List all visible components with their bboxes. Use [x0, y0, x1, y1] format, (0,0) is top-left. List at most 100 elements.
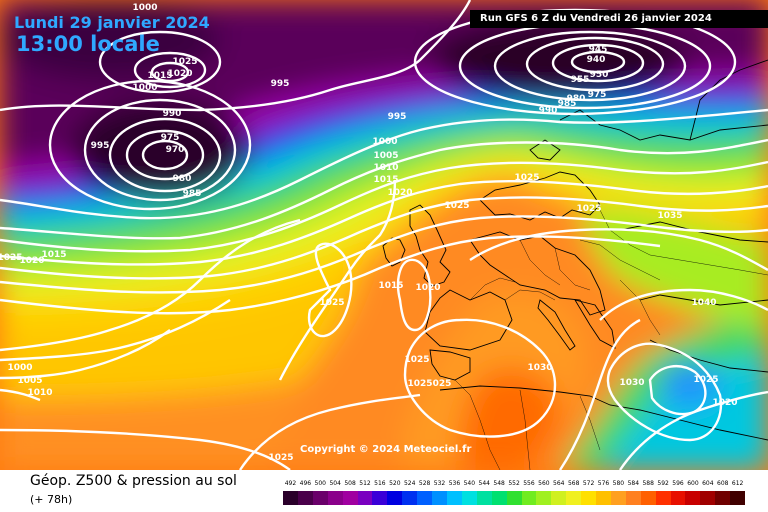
- scale-swatch: [297, 491, 313, 505]
- pressure-label: 950: [590, 70, 609, 80]
- scale-swatch: [715, 491, 731, 505]
- pressure-label: 970: [166, 145, 185, 155]
- scale-tick-label: 572: [582, 480, 595, 487]
- country-borders: [454, 209, 768, 470]
- pressure-label: 990: [539, 106, 558, 116]
- scale-swatch: [476, 491, 492, 505]
- pressure-label: 1025: [268, 453, 293, 463]
- scale-tick-label: 608: [717, 480, 729, 487]
- pressure-label: 1015: [41, 250, 66, 260]
- scale-tick-label: 588: [642, 480, 654, 487]
- pressure-label: 1030: [527, 363, 552, 373]
- scale-tick-label: 492: [284, 480, 297, 487]
- pressure-label: 1020: [712, 398, 737, 408]
- pressure-label: 1025: [407, 379, 432, 389]
- scale-tick-label: 500: [314, 480, 326, 487]
- scale-swatch: [283, 491, 298, 505]
- pressure-label: 1000: [132, 3, 157, 13]
- scale-swatch: [446, 491, 462, 505]
- pressure-label: 985: [183, 189, 202, 199]
- scale-tick-label: 516: [374, 480, 386, 487]
- scale-tick-label: 592: [657, 480, 669, 487]
- scale-tick-label: 552: [508, 480, 520, 487]
- scale-swatch: [610, 491, 626, 505]
- forecast-time: 13:00 locale: [16, 32, 160, 56]
- scale-tick-label: 564: [553, 480, 565, 487]
- scale-tick-label: 560: [538, 480, 550, 487]
- scale-tick-label: 548: [493, 480, 505, 487]
- pressure-label: 1020: [167, 69, 192, 79]
- scale-swatch: [581, 491, 597, 505]
- pressure-label: 945: [589, 45, 608, 55]
- scale-tick-label: 584: [627, 480, 640, 487]
- pressure-label: 1000: [132, 83, 157, 93]
- scale-swatch: [625, 491, 641, 505]
- pressure-label: 1010: [27, 388, 52, 398]
- scale-tick-label: 536: [448, 480, 461, 487]
- isobars: [0, 0, 768, 470]
- scale-swatch: [372, 491, 388, 505]
- scale-swatch: [685, 491, 701, 505]
- pressure-label: 1025: [319, 298, 344, 308]
- copyright-notice: Copyright © 2024 Meteociel.fr: [300, 444, 472, 455]
- scale-swatch: [670, 491, 686, 505]
- scale-tick-label: 504: [329, 480, 341, 487]
- scale-swatch: [536, 491, 552, 505]
- scale-tick-label: 568: [567, 480, 580, 487]
- pressure-label: 1025: [576, 204, 601, 214]
- pressure-label: 1025: [404, 355, 429, 365]
- scale-tick-label: 520: [389, 480, 401, 487]
- scale-tick-label: 612: [731, 480, 744, 487]
- scale-swatch: [402, 491, 418, 505]
- scale-swatch: [417, 491, 433, 505]
- pressure-label: 995: [91, 141, 110, 151]
- scale-tick-label: 532: [433, 480, 446, 487]
- scale-swatch: [700, 491, 716, 505]
- pressure-label: 1040: [691, 298, 716, 308]
- scale-tick-label: 576: [597, 480, 610, 487]
- scale-swatch: [640, 491, 656, 505]
- forecast-date: Lundi 29 janvier 2024: [14, 13, 210, 32]
- pressure-label: 1025: [172, 57, 197, 67]
- pressure-label: 990: [163, 109, 182, 119]
- scale-swatch: [551, 491, 567, 505]
- pressure-label: 1025: [444, 201, 469, 211]
- scale-tick-label: 496: [299, 480, 312, 487]
- pressure-label: 1025: [0, 253, 23, 263]
- scale-swatch: [327, 491, 343, 505]
- pressure-label: 1010: [373, 163, 398, 173]
- pressure-label: 1030: [619, 378, 644, 388]
- scale-tick-label: 524: [403, 480, 416, 487]
- pressure-label: 940: [587, 55, 606, 65]
- pressure-label: 1025: [693, 375, 718, 385]
- pressure-label: 975: [161, 133, 180, 143]
- run-info-banner: Run GFS 6 Z du Vendredi 26 janvier 2024: [470, 10, 768, 28]
- scale-tick-label: 540: [463, 480, 476, 487]
- scale-swatch: [566, 491, 582, 505]
- color-scale-bar: [283, 491, 746, 505]
- pressure-label: 975: [588, 90, 607, 100]
- scale-swatch: [506, 491, 522, 505]
- pressure-label: 1000: [7, 363, 32, 373]
- scale-tick-label: 556: [523, 480, 535, 487]
- pressure-label: 1025: [514, 173, 539, 183]
- pressure-label: 025: [433, 379, 452, 389]
- pressure-label: 955: [571, 75, 590, 85]
- pressure-label: 1015: [378, 281, 403, 291]
- scale-swatch: [357, 491, 373, 505]
- pressure-label: 995: [271, 79, 290, 89]
- scale-tick-label: 508: [344, 480, 356, 487]
- scale-swatch: [730, 491, 746, 505]
- scale-swatch: [387, 491, 403, 505]
- pressure-label: 1005: [373, 151, 398, 161]
- pressure-label: 1000: [372, 137, 397, 147]
- color-scale-ticks: 492 496 500 504 508 512 516 520 524 528 532 536 540 5…: [283, 480, 745, 490]
- scale-swatch: [432, 491, 447, 505]
- pressure-label: 985: [558, 99, 577, 109]
- scale-swatch: [655, 491, 671, 505]
- pressure-label: 1020: [387, 188, 412, 198]
- pressure-label: 1005: [17, 376, 42, 386]
- scale-tick-label: 528: [418, 480, 431, 487]
